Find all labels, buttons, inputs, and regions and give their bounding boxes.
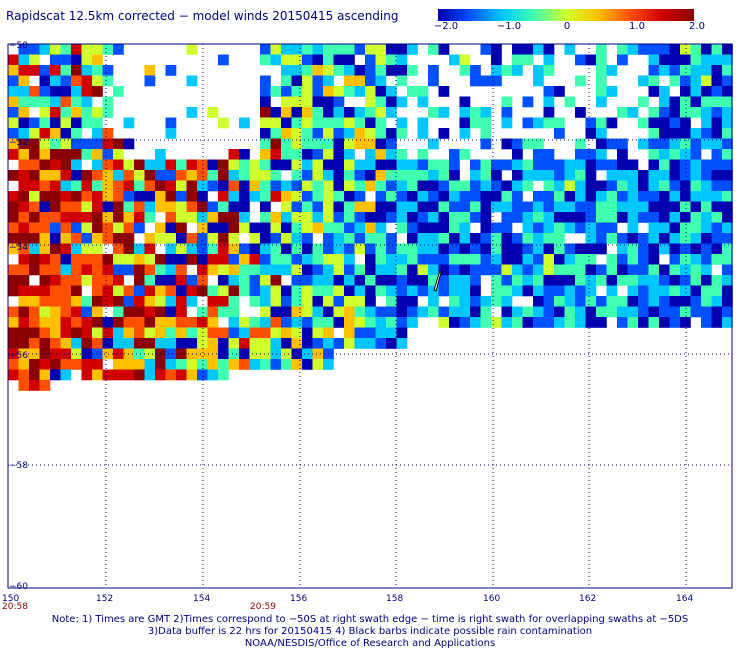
colorbar-tick-label: −1.0: [496, 21, 522, 32]
footnote-line: NOAA/NESDIS/Office of Research and Appli…: [244, 638, 496, 649]
lat-label: −58: [9, 461, 28, 471]
lon-label: 150: [2, 594, 19, 604]
footnote-line: 3)Data buffer is 22 hrs for 20150415 4) …: [147, 626, 593, 637]
time-label: 20:59: [250, 602, 276, 610]
wind-swath-data: [8, 44, 733, 391]
lat-label: −56: [9, 351, 28, 361]
footnotes: Note: 1) Times are GMT 2)Times correspon…: [0, 614, 740, 650]
lon-label: 164: [676, 594, 693, 604]
lat-label: −60: [9, 582, 28, 592]
graticule: [8, 44, 732, 588]
wind-difference-map: −50 −52 −54 −56 −58 −60 150 152 154 156 …: [2, 41, 733, 610]
lon-label: 162: [579, 594, 596, 604]
colorbar: [438, 9, 694, 21]
lat-label: −52: [9, 138, 28, 148]
time-label: 20:58: [2, 602, 28, 610]
lon-label: 152: [96, 594, 113, 604]
colorbar-tick-label: 1.0: [629, 21, 645, 32]
lat-label: −54: [9, 243, 28, 253]
lon-label: 160: [483, 594, 500, 604]
lon-label: 154: [193, 594, 210, 604]
colorbar-tick-label: 2.0: [689, 21, 705, 32]
map-title: Rapidscat 12.5km corrected − model winds…: [6, 9, 399, 23]
footnote-line: Note: 1) Times are GMT 2)Times correspon…: [51, 614, 689, 625]
lat-label: −50: [9, 41, 28, 51]
lon-label: 158: [386, 594, 403, 604]
wind-barb-marker: [433, 269, 442, 292]
colorbar-tick-label: 0: [563, 21, 571, 32]
map-frame: [7, 43, 733, 589]
lon-label: 156: [290, 594, 307, 604]
colorbar-tick-label: −2.0: [433, 21, 459, 32]
